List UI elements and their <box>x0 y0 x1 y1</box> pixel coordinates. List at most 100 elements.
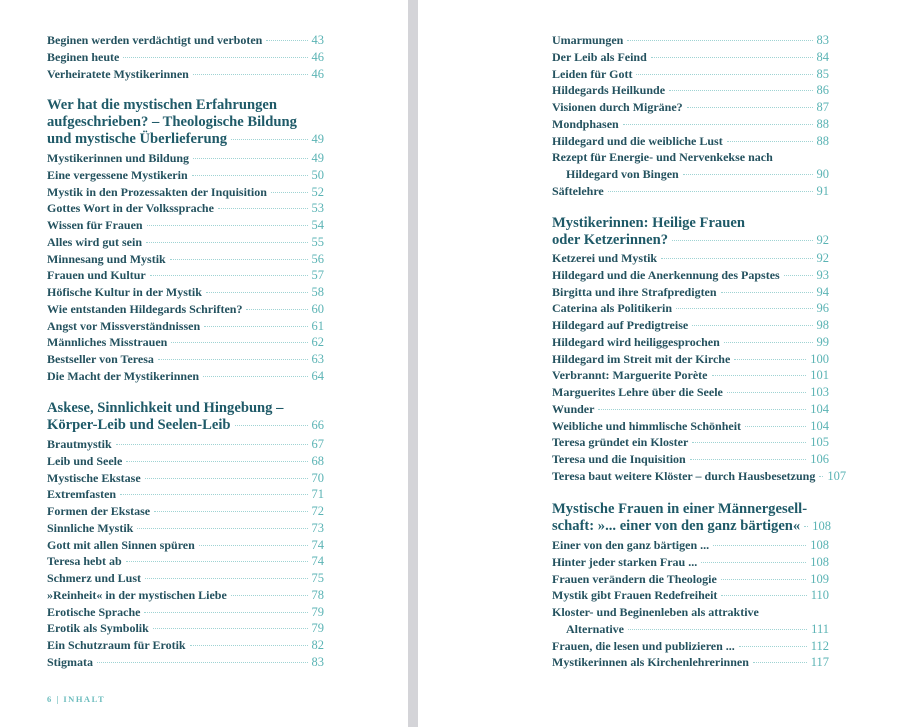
dot-leader <box>270 191 308 193</box>
toc-entry[interactable]: Frauen, die lesen und publizieren ... 112 <box>552 638 829 655</box>
toc-entry[interactable]: Ein Schutzraum für Erotik 82 <box>47 637 324 654</box>
toc-entry[interactable]: Teresa gründet ein Kloster 105 <box>552 434 829 451</box>
page-number: 73 <box>311 520 325 535</box>
toc-entry[interactable]: Weibliche und himmlische Schönheit 104 <box>552 418 829 435</box>
toc-entry[interactable]: Hildegard im Streit mit der Kirche 100 <box>552 351 829 368</box>
toc-entry[interactable]: Gottes Wort in der Volkssprache 53 <box>47 200 324 217</box>
entry-title: Hildegard im Streit mit der Kirche <box>552 351 731 366</box>
entry-title: Verheiratete Mystikerinnen <box>47 66 189 81</box>
toc-entry[interactable]: Männliches Misstrauen 62 <box>47 334 324 351</box>
toc-entry[interactable]: Mystik in den Prozessakten der Inquisiti… <box>47 184 324 201</box>
toc-entry[interactable]: Gott mit allen Sinnen spüren 74 <box>47 537 324 554</box>
dot-leader <box>676 308 813 310</box>
dot-leader <box>217 208 308 210</box>
page-number: 110 <box>810 588 829 603</box>
toc-entry[interactable]: Schmerz und Lust 75 <box>47 570 324 587</box>
toc-entry[interactable]: Hildegard und die Anerkennung des Papste… <box>552 267 829 284</box>
page-number: 82 <box>311 638 325 653</box>
toc-list: Mystikerinnen und Bildung 49 Eine vergesse… <box>47 150 324 385</box>
toc-entry[interactable]: Hildegard wird heiliggesprochen 99 <box>552 334 829 351</box>
toc-entry[interactable]: Brautmystik 67 <box>47 436 324 453</box>
entry-title: Hinter jeder starken Frau ... <box>552 554 698 569</box>
toc-entry[interactable]: Sinnliche Mystik 73 <box>47 520 324 537</box>
toc-entry[interactable]: Hildegard und die weibliche Lust 88 <box>552 133 829 150</box>
dot-leader <box>804 525 809 527</box>
toc-entry[interactable]: Einer von den ganz bärtigen ... 108 <box>552 537 829 554</box>
toc-entry[interactable]: Bestseller von Teresa 63 <box>47 351 324 368</box>
page-number: 87 <box>816 100 830 115</box>
toc-entry[interactable]: Alternative 111 <box>552 621 829 638</box>
page-number: 104 <box>810 401 829 416</box>
toc-entry[interactable]: Birgitta und ihre Strafpredigten 94 <box>552 284 829 301</box>
toc-entry[interactable]: Leib und Seele 68 <box>47 453 324 470</box>
entry-title: Beginen heute <box>47 49 120 64</box>
heading-entry[interactable]: und mystische Überlieferung 49 <box>47 131 324 148</box>
toc-entry[interactable]: Mystikerinnen und Bildung 49 <box>47 150 324 167</box>
toc-entry[interactable]: Formen der Ekstase 72 <box>47 503 324 520</box>
toc-entry[interactable]: Hildegard auf Predigtreise 98 <box>552 317 829 334</box>
toc-entry[interactable]: Mystische Ekstase 70 <box>47 470 324 487</box>
toc-entry[interactable]: Verbrannt: Marguerite Porète 101 <box>552 367 829 384</box>
toc-entry[interactable]: Die Macht der Mystikerinnen 64 <box>47 368 324 385</box>
page-number: 43 <box>311 33 325 47</box>
entry-title: Bestseller von Teresa <box>47 352 154 367</box>
toc-entry[interactable]: Extremfasten 71 <box>47 486 324 503</box>
toc-entry[interactable]: Erotik als Symbolik 79 <box>47 620 324 637</box>
heading-entry[interactable]: schaft: »... einer von den ganz bärtigen… <box>552 518 831 535</box>
toc-entry[interactable]: Beginen heute 46 <box>47 49 324 66</box>
toc-entry[interactable]: Der Leib als Feind 84 <box>552 49 829 66</box>
entry-title: Mondphasen <box>552 116 619 131</box>
toc-entry[interactable]: Minnesang und Mystik 56 <box>47 251 324 268</box>
page-number: 79 <box>311 621 325 636</box>
toc-entry[interactable]: Umarmungen 83 <box>552 32 829 49</box>
section-heading: Mystische Frauen in einer Männergesell-s… <box>552 501 831 535</box>
entry-title: Minnesang und Mystik <box>47 251 166 266</box>
toc-entry[interactable]: Wissen für Frauen 54 <box>47 217 324 234</box>
toc-entry[interactable]: Säftelehre 91 <box>552 183 829 200</box>
heading-entry[interactable]: Körper-Leib und Seelen-Leib 66 <box>47 417 324 434</box>
toc-entry[interactable]: Teresa hebt ab 74 <box>47 553 324 570</box>
dot-leader <box>246 308 308 310</box>
dot-leader <box>650 56 813 58</box>
toc-entry[interactable]: Wie entstanden Hildegards Schriften? 60 <box>47 301 324 318</box>
page-number: 78 <box>311 587 325 602</box>
page-number: 83 <box>311 654 325 669</box>
toc-entry[interactable]: »Reinheit« in der mystischen Liebe 78 <box>47 587 324 604</box>
section-heading: Wer hat die mystischen Erfahrungen aufges… <box>47 97 324 147</box>
dot-leader <box>682 174 813 176</box>
toc-entry[interactable]: Mystik gibt Frauen Redefreiheit 110 <box>552 587 829 604</box>
toc-entry[interactable]: Marguerites Lehre über die Seele 103 <box>552 384 829 401</box>
toc-entry[interactable]: Wunder 104 <box>552 401 829 418</box>
toc-entry[interactable]: Visionen durch Migräne? 87 <box>552 99 829 116</box>
entry-title: Schmerz und Lust <box>47 571 142 586</box>
dot-leader <box>192 73 308 75</box>
toc-entry[interactable]: Angst vor Missverständnissen 61 <box>47 318 324 335</box>
toc-entry[interactable]: Teresa und die Inquisition 106 <box>552 451 829 468</box>
toc-entry[interactable]: Caterina als Politikerin 96 <box>552 300 829 317</box>
heading-entry[interactable]: oder Ketzerinnen? 92 <box>552 232 829 249</box>
toc-entry[interactable]: Eine vergessene Mystikerin 50 <box>47 167 324 184</box>
toc-entry[interactable]: Beginen werden verdächtigt und verboten 4… <box>47 32 324 49</box>
toc-entry[interactable]: Leiden für Gott 85 <box>552 66 829 83</box>
toc-entry[interactable]: Hildegard von Bingen 90 <box>552 166 829 183</box>
toc-entry[interactable]: Hinter jeder starken Frau ... 108 <box>552 554 829 571</box>
toc-entry[interactable]: Hildegards Heilkunde 86 <box>552 82 829 99</box>
toc-entry[interactable]: Teresa baut weitere Klöster – durch Haus… <box>552 468 846 485</box>
page-number: 104 <box>810 418 829 433</box>
toc-entry[interactable]: Frauen verändern die Theologie 109 <box>552 571 829 588</box>
toc-entry[interactable]: Mystikerinnen als Kirchenlehrerinnen 117 <box>552 654 829 671</box>
dot-leader <box>726 140 813 142</box>
entry-title: Mystikerinnen und Bildung <box>47 151 190 165</box>
toc-entry[interactable]: Frauen und Kultur 57 <box>47 267 324 284</box>
page-number: 84 <box>816 49 830 64</box>
toc-entry[interactable]: Erotische Sprache 79 <box>47 604 324 621</box>
toc-entry[interactable]: Verheiratete Mystikerinnen 46 <box>47 66 324 83</box>
page-footer: 6 | INHALT <box>47 694 106 704</box>
toc-entry[interactable]: Ketzerei und Mystik 92 <box>552 250 829 267</box>
toc-entry[interactable]: Alles wird gut sein 55 <box>47 234 324 251</box>
page-number: 96 <box>816 301 830 316</box>
toc-entry[interactable]: Stigmata 83 <box>47 654 324 671</box>
heading-line: aufgeschrieben? – Theologische Bildung <box>47 113 297 130</box>
toc-entry[interactable]: Mondphasen 88 <box>552 116 829 133</box>
toc-entry[interactable]: Höfische Kultur in der Mystik 58 <box>47 284 324 301</box>
